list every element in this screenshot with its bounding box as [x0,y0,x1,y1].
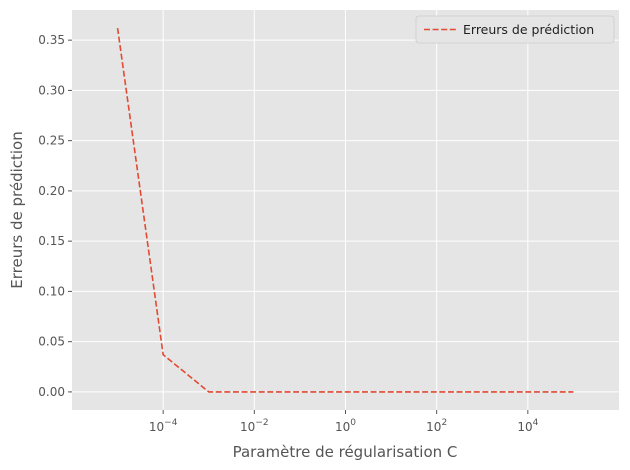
legend: Erreurs de prédiction [415,15,615,44]
y-tick-label: 0.25 [38,134,65,148]
x-axis-label: Paramètre de régularisation C [233,443,458,461]
y-tick-label: 0.10 [38,284,65,298]
x-tick-base: 10 [517,420,532,434]
y-tick-label: 0.35 [38,33,65,47]
y-axis-label: Erreurs de prédiction [8,131,26,288]
x-tick-base: 10 [240,420,255,434]
series-line [116,27,574,393]
y-tick-label: 0.15 [38,234,65,248]
x-tick-base: 10 [426,420,441,434]
y-tick-label: 0.20 [38,184,65,198]
y-tick-label: 0.00 [38,385,65,399]
x-tick-label: 10−4 [149,418,178,434]
x-tick-exponent: −4 [164,418,178,428]
x-tick-exponent: 0 [350,418,356,428]
grid [72,10,619,410]
series-layer [116,27,574,393]
x-tick-base: 10 [335,420,350,434]
x-tick-exponent: 4 [533,418,539,428]
x-tick-label: 104 [517,418,538,434]
x-tick-label: 100 [335,418,356,434]
x-tick-label: 10−2 [240,418,269,434]
legend-box [415,15,615,44]
ticks: 10−4 10−2 100 102 1040.000.050.100.150.200.2… [38,33,538,434]
legend-label: Erreurs de prédiction [463,22,594,37]
y-tick-label: 0.05 [38,335,65,349]
x-tick-exponent: −2 [255,418,268,428]
x-tick-label: 102 [426,418,447,434]
x-tick-base: 10 [149,420,164,434]
x-tick-exponent: 2 [441,418,447,428]
y-tick-label: 0.30 [38,83,65,97]
